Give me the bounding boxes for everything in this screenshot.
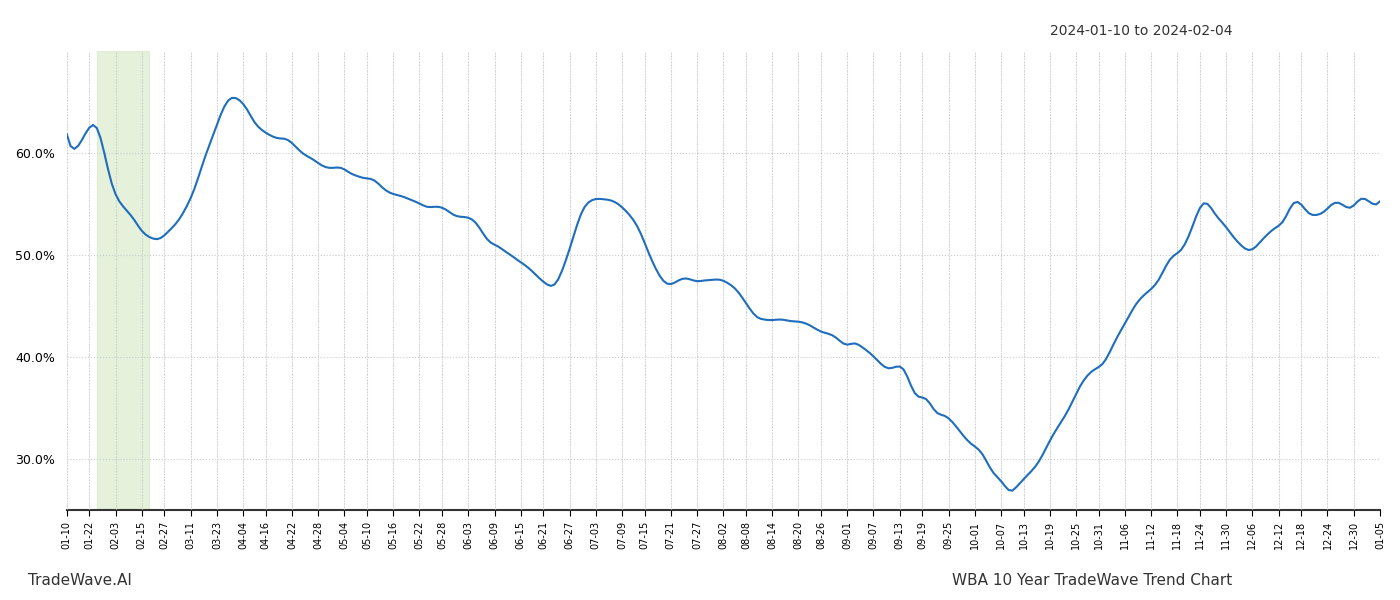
- Text: TradeWave.AI: TradeWave.AI: [28, 573, 132, 588]
- Bar: [97, 51, 150, 510]
- Text: WBA 10 Year TradeWave Trend Chart: WBA 10 Year TradeWave Trend Chart: [952, 573, 1232, 588]
- Text: 2024-01-10 to 2024-02-04: 2024-01-10 to 2024-02-04: [1050, 24, 1232, 38]
